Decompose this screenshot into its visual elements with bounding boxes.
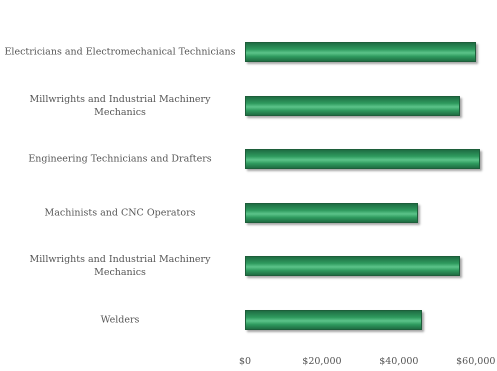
x-tick-label: $0 xyxy=(238,356,252,367)
bar xyxy=(245,202,419,223)
bar xyxy=(245,42,476,62)
x-tick-label: $60,000 xyxy=(456,356,496,367)
y-tick-label: Welders xyxy=(100,314,140,326)
x-tick-label: $40,000 xyxy=(379,356,419,367)
bar xyxy=(245,310,422,330)
bar xyxy=(245,256,461,277)
y-tick-label: Millwrights and Industrial Machinery Mec… xyxy=(29,254,211,279)
y-tick-label: Machinists and CNC Operators xyxy=(44,207,196,219)
y-tick-label: Millwrights and Industrial Machinery Mec… xyxy=(29,93,211,118)
y-tick-label: Engineering Technicians and Drafters xyxy=(28,153,212,165)
bar xyxy=(245,95,461,116)
x-tick-label: $20,000 xyxy=(302,356,342,367)
bar xyxy=(245,149,480,170)
y-tick-label: Electricians and Electromechanical Techn… xyxy=(4,46,236,58)
